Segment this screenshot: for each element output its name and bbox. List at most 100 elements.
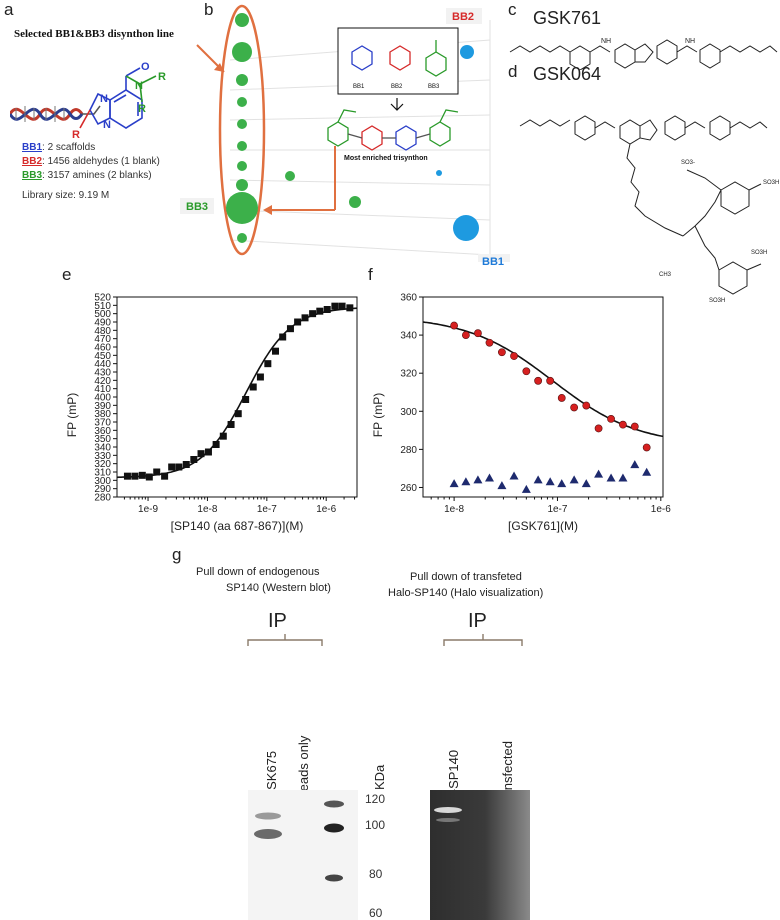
chart-e-ylabel: FP (mP)	[65, 393, 79, 437]
panel-letter-g: g	[172, 545, 182, 564]
bb2-axis-label: BB2	[452, 11, 474, 23]
panel-letter-d: d	[508, 62, 518, 81]
dna-helix-icon	[10, 106, 84, 122]
blue-sphere-3	[453, 215, 479, 241]
chart-e-ytick-label: 280	[94, 493, 111, 504]
legend-bb2: BB2: 1456 aldehydes (1 blank)	[22, 156, 160, 167]
chart-e-ytick-label: 340	[94, 443, 111, 454]
chart-f-xlabel: [GSK761](M)	[508, 519, 578, 533]
chart-e-point	[286, 325, 294, 333]
atom-r3: R	[72, 129, 80, 141]
chart-f-ytick-label: 260	[400, 483, 417, 494]
g-right-caption-1: Pull down of transfeted	[410, 571, 522, 583]
chart-f-point	[630, 422, 639, 431]
gsk064-ch3: CH3	[659, 272, 672, 278]
dna-scaffold-structure: N N O N R R R	[10, 62, 166, 141]
chart-e-ytick-label: 400	[94, 393, 111, 404]
chart-e-point	[279, 333, 287, 341]
chart-e-ytick-label: 300	[94, 476, 111, 487]
arrow-head-icon	[263, 205, 272, 215]
chart-f-ytick-label: 320	[400, 369, 417, 380]
kda-120: 120	[365, 792, 386, 806]
chart-e-ytick-label: 320	[94, 459, 111, 470]
down-arrow-icon	[390, 98, 404, 111]
bb2-axis-badge	[446, 8, 482, 24]
chart-e: 2802903003103203303403503603703803904004…	[65, 293, 358, 533]
chart-f-point	[533, 475, 543, 484]
gsk761-structure: NH NH	[509, 38, 778, 70]
chart-f-point	[570, 403, 579, 412]
chart-f-xtick-label: 1e-6	[651, 504, 671, 515]
gsk761-atom-nh2: NH	[685, 38, 695, 45]
chart-e-ytick-label: 500	[94, 309, 111, 320]
chart-f-xticks: 1e-8 1e-7 1e-6	[430, 497, 671, 515]
chart-f-point	[557, 394, 566, 402]
chart-e-ytick-label: 360	[94, 426, 111, 437]
chart-f-xtick-label: 1e-8	[444, 504, 464, 515]
chart-e-yticks: 2802903003103203303403503603703803904004…	[94, 293, 117, 504]
library-size: Library size: 9.19 M	[22, 190, 110, 201]
chart-f-point	[449, 479, 459, 488]
legend-bb1-tag: BB1	[22, 142, 43, 153]
ip-brackets	[247, 634, 523, 646]
legend-bb3: BB3: 3157 amines (2 blanks)	[22, 170, 152, 181]
chart-f-point	[534, 376, 543, 385]
chart-e-ytick-label: 310	[94, 468, 111, 479]
legend-bb1-text: : 2 scaffolds	[42, 142, 96, 153]
bb3-spheres	[226, 13, 361, 243]
chart-e-ytick-label: 520	[94, 293, 111, 304]
chart-e-point	[175, 463, 183, 471]
panel-a-title: Selected BB1&BB3 disynthon line	[14, 28, 174, 40]
halo-gel	[430, 790, 530, 920]
chart-e-point	[227, 421, 235, 428]
chart-e-point	[249, 383, 257, 391]
g-ip-right: IP	[468, 610, 487, 632]
chart-e-ytick-label: 460	[94, 343, 111, 354]
g-ip-left: IP	[268, 610, 287, 632]
chart-f-point	[461, 331, 470, 339]
chart-e-points	[123, 302, 354, 481]
chart-e-point	[309, 310, 317, 318]
kda-100: 100	[365, 818, 386, 832]
chart-f-point	[509, 471, 519, 480]
chart-e-ytick-label: 390	[94, 401, 111, 412]
chart-e-point	[212, 441, 220, 448]
g-left-caption-2: SP140 (Western blot)	[226, 582, 331, 594]
chart-f-point	[461, 477, 471, 486]
chart-f-point	[594, 424, 603, 433]
gsk064-so3h-2: SO3H	[751, 250, 767, 256]
chart-e-ytick-label: 430	[94, 368, 111, 379]
chart-f-point	[510, 352, 518, 360]
gsk064-so3h-1: SO3H	[763, 180, 779, 186]
chart-e-ytick-label: 370	[94, 418, 111, 429]
gsk064-so3-minus: SO3-	[681, 160, 695, 166]
chart-e-xtick-label: 1e-6	[316, 504, 336, 515]
chart-f-point	[582, 401, 591, 410]
chart-e-point	[331, 302, 339, 310]
chart-e-ytick-label: 410	[94, 384, 111, 395]
chart-e-point	[234, 410, 242, 418]
chart-f-point	[521, 484, 531, 493]
chart-f-fit-curve	[422, 321, 664, 438]
bb1-axis-badge	[478, 254, 510, 262]
chart-e-point	[204, 448, 212, 456]
panel-letter-a: a	[4, 0, 14, 19]
gsk064-so3h-3: SO3H	[709, 298, 725, 304]
blue-sphere-2	[436, 170, 442, 176]
chart-e-point	[256, 373, 264, 381]
atom-n3: N	[135, 80, 143, 92]
chart-f-point	[497, 348, 506, 357]
chart-e-xlabel: [SP140 (aa 687-867)](M)	[171, 519, 304, 533]
chart-f-point	[606, 473, 616, 482]
enriched-trisynthon-label: Most enriched trisynthon	[344, 155, 428, 162]
bb-inset-box	[337, 27, 459, 95]
chart-f-point	[497, 481, 507, 490]
chart-f-ytick-label: 360	[400, 293, 417, 304]
chart-e-point	[168, 463, 176, 471]
chart-e-point	[338, 302, 346, 310]
western-blot	[248, 790, 358, 920]
bb1-axis-label: BB1	[482, 256, 505, 268]
chart-f-point	[642, 443, 651, 452]
chart-e-point	[272, 347, 280, 355]
chart-e-point	[138, 471, 146, 479]
